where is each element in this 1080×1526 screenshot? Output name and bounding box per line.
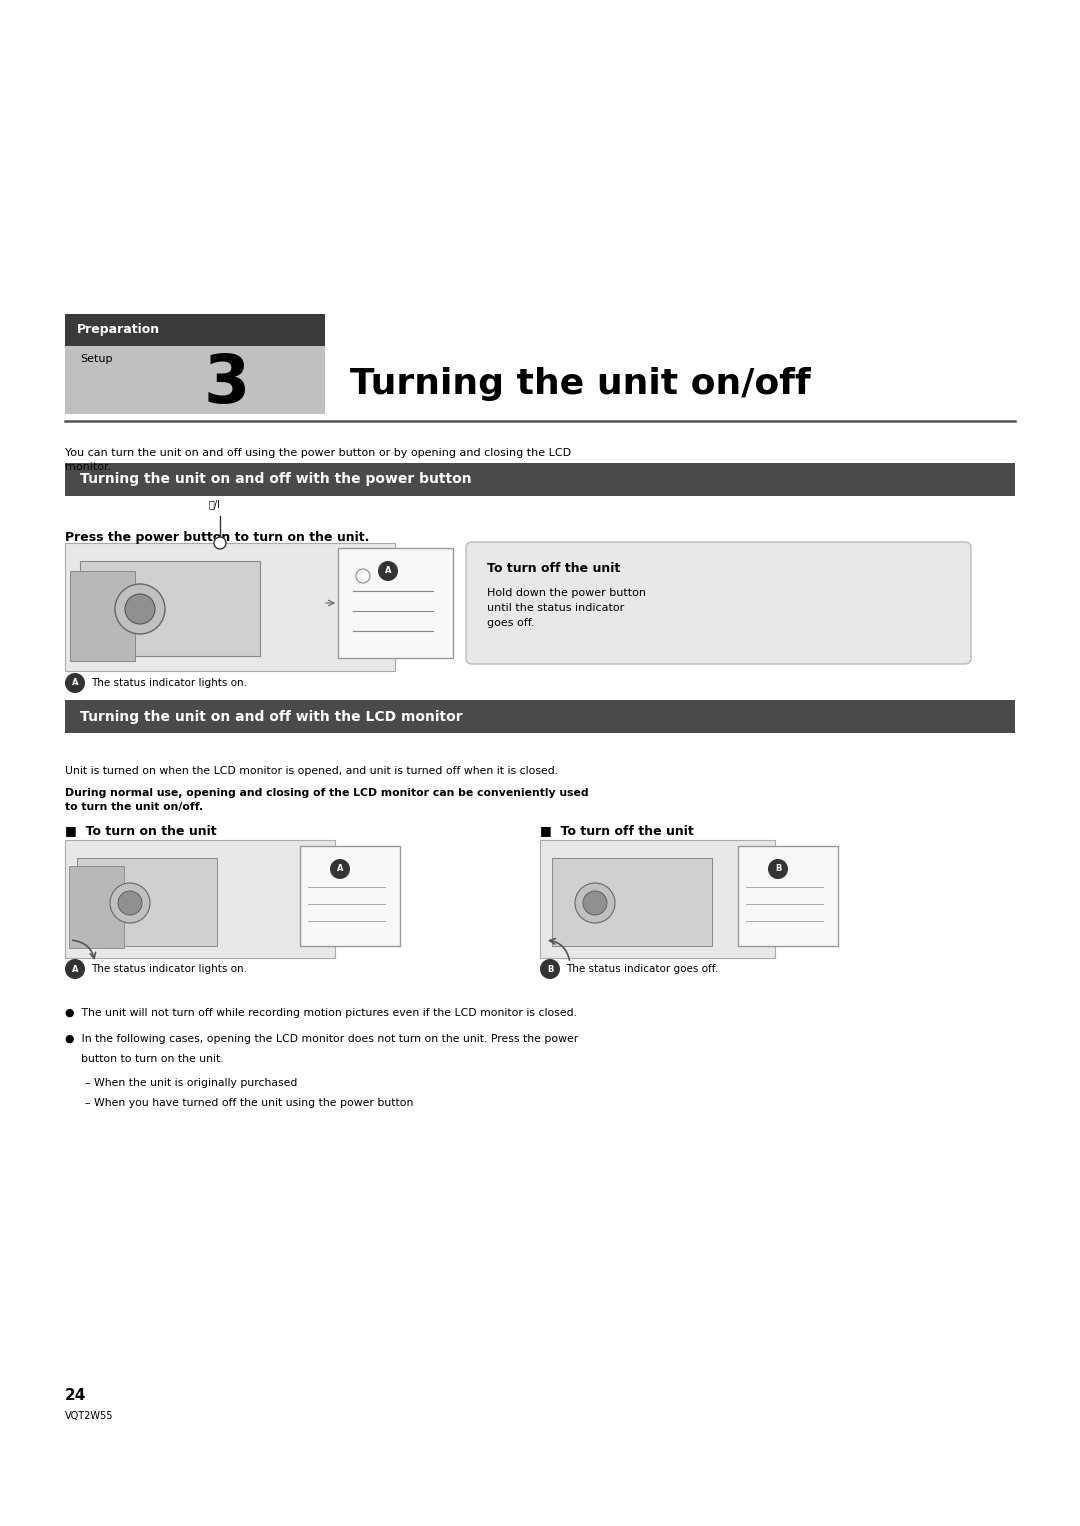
Text: ●  The unit will not turn off while recording motion pictures even if the LCD mo: ● The unit will not turn off while recor… <box>65 1009 577 1018</box>
Text: 3: 3 <box>203 351 249 417</box>
Text: Setup: Setup <box>80 354 112 365</box>
Circle shape <box>583 891 607 916</box>
Text: To turn off the unit: To turn off the unit <box>487 562 620 575</box>
Text: Unit is turned on when the LCD monitor is opened, and unit is turned off when it: Unit is turned on when the LCD monitor i… <box>65 766 558 777</box>
Text: You can turn the unit on and off using the power button or by opening and closin: You can turn the unit on and off using t… <box>65 449 571 472</box>
Bar <box>65 462 1015 496</box>
Text: button to turn on the unit.: button to turn on the unit. <box>81 1054 224 1064</box>
Circle shape <box>65 673 85 693</box>
Text: Turning the unit on and off with the power button: Turning the unit on and off with the pow… <box>80 473 472 487</box>
Circle shape <box>118 891 141 916</box>
Text: A: A <box>337 865 343 873</box>
Circle shape <box>540 958 561 980</box>
Text: Turning the unit on/off: Turning the unit on/off <box>350 366 811 401</box>
Text: During normal use, opening and closing of the LCD monitor can be conveniently us: During normal use, opening and closing o… <box>65 787 589 812</box>
Circle shape <box>575 884 615 923</box>
Bar <box>65 543 395 671</box>
Bar <box>738 845 838 946</box>
Text: Hold down the power button
until the status indicator
goes off.: Hold down the power button until the sta… <box>487 588 646 627</box>
Text: A: A <box>71 964 78 974</box>
Text: The status indicator goes off.: The status indicator goes off. <box>566 964 718 974</box>
Circle shape <box>214 537 226 549</box>
Text: Press the power button to turn on the unit.: Press the power button to turn on the un… <box>65 531 369 543</box>
Circle shape <box>110 884 150 923</box>
Circle shape <box>65 958 85 980</box>
Bar <box>65 314 325 346</box>
Text: – When you have turned off the unit using the power button: – When you have turned off the unit usin… <box>85 1099 414 1108</box>
Circle shape <box>768 859 788 879</box>
Text: ■  To turn off the unit: ■ To turn off the unit <box>540 824 693 836</box>
Bar <box>300 845 400 946</box>
Text: ■  To turn on the unit: ■ To turn on the unit <box>65 824 217 836</box>
Bar <box>65 839 335 958</box>
Text: ⏻/I: ⏻/I <box>210 499 221 510</box>
Text: VQT2W55: VQT2W55 <box>65 1412 113 1421</box>
Bar <box>80 562 260 656</box>
Text: A: A <box>384 566 391 575</box>
Bar <box>69 865 124 948</box>
Circle shape <box>378 562 399 581</box>
Text: B: B <box>546 964 553 974</box>
Text: The status indicator lights on.: The status indicator lights on. <box>91 964 247 974</box>
Bar <box>65 346 325 414</box>
Text: A: A <box>71 679 78 688</box>
Circle shape <box>330 859 350 879</box>
Bar <box>65 700 1015 732</box>
Circle shape <box>125 594 156 624</box>
Text: Turning the unit on and off with the LCD monitor: Turning the unit on and off with the LCD… <box>80 710 462 723</box>
Text: B: B <box>774 865 781 873</box>
Text: The status indicator lights on.: The status indicator lights on. <box>91 678 247 688</box>
FancyBboxPatch shape <box>465 542 971 664</box>
Bar <box>77 858 217 946</box>
Bar <box>552 858 712 946</box>
Bar <box>70 571 135 661</box>
Text: 24: 24 <box>65 1389 86 1404</box>
Text: – When the unit is originally purchased: – When the unit is originally purchased <box>85 1077 297 1088</box>
Circle shape <box>114 584 165 633</box>
Text: Preparation: Preparation <box>77 324 160 337</box>
Bar <box>338 548 453 658</box>
Text: ●  In the following cases, opening the LCD monitor does not turn on the unit. Pr: ● In the following cases, opening the LC… <box>65 1035 578 1044</box>
Bar <box>540 839 775 958</box>
